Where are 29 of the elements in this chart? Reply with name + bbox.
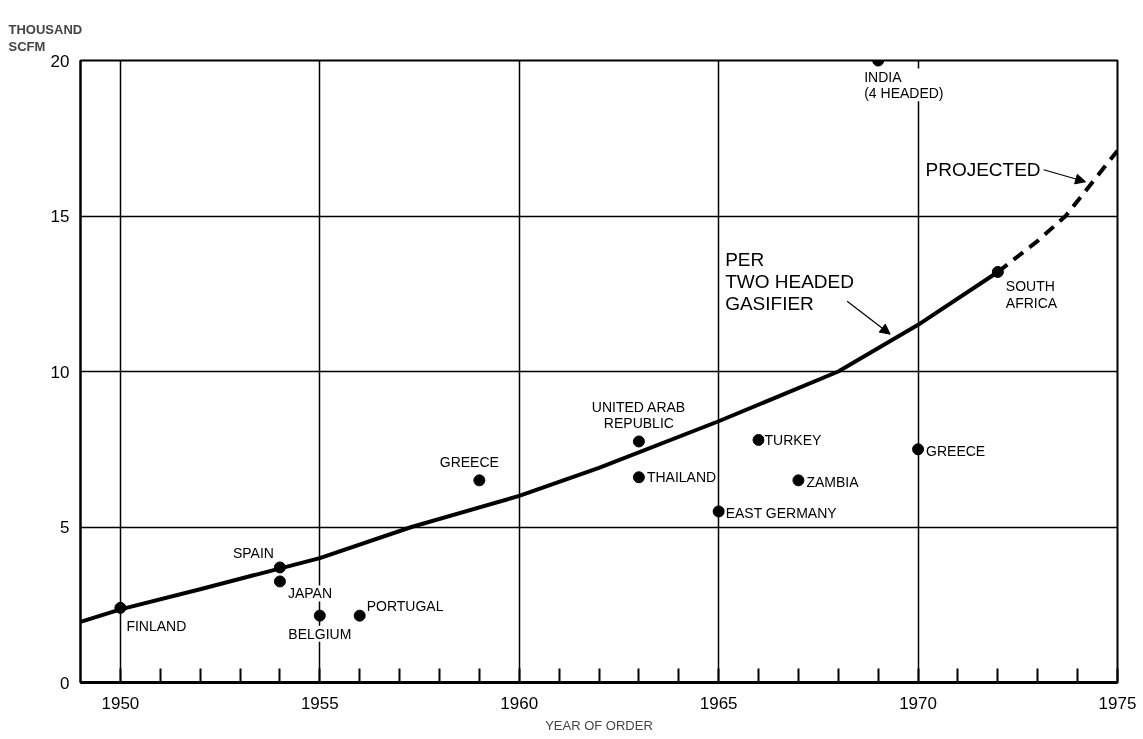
y-tick-label: 5 bbox=[60, 518, 70, 537]
annotation: UNITED ARAB REPUBLIC bbox=[591, 398, 686, 432]
annotation: SPAIN bbox=[232, 545, 274, 562]
annotation: EAST GERMANY bbox=[725, 505, 838, 522]
annotation: FINLAND bbox=[126, 617, 187, 634]
annotation: THAILAND bbox=[646, 469, 717, 486]
annotation: SOUTH AFRICA bbox=[1005, 277, 1058, 311]
annotation: GREECE bbox=[439, 454, 499, 471]
annotation: PER TWO HEADED GASIFIER bbox=[725, 249, 854, 315]
y-tick-label: 10 bbox=[50, 362, 70, 382]
x-tick-label: 1950 bbox=[101, 693, 140, 713]
y-tick-label: 0 bbox=[60, 673, 70, 693]
x-tick-label: 1965 bbox=[699, 693, 738, 713]
annotation: BELGIUM bbox=[288, 625, 352, 642]
x-tick-label: 1955 bbox=[300, 693, 339, 713]
x-tick-label: 1970 bbox=[899, 693, 937, 713]
annotation: GREECE bbox=[926, 443, 986, 460]
x-tick-label: 1960 bbox=[500, 693, 539, 713]
annotation: INDIA (4 HEADED) bbox=[864, 68, 944, 102]
y-tick-label: 20 bbox=[50, 51, 70, 71]
annotation: TURKEY bbox=[764, 431, 822, 448]
y-tick-label: 15 bbox=[50, 207, 70, 226]
x-tick-label: 1975 bbox=[1098, 693, 1137, 713]
y-axis-title: THOUSAND SCFM bbox=[8, 22, 83, 54]
annotation: PROJECTED bbox=[925, 159, 1041, 181]
annotation: PORTUGAL bbox=[366, 597, 444, 614]
annotation: JAPAN bbox=[287, 585, 333, 602]
x-axis-title: YEAR OF ORDER bbox=[545, 717, 653, 733]
annotation: ZAMBIA bbox=[806, 474, 860, 491]
